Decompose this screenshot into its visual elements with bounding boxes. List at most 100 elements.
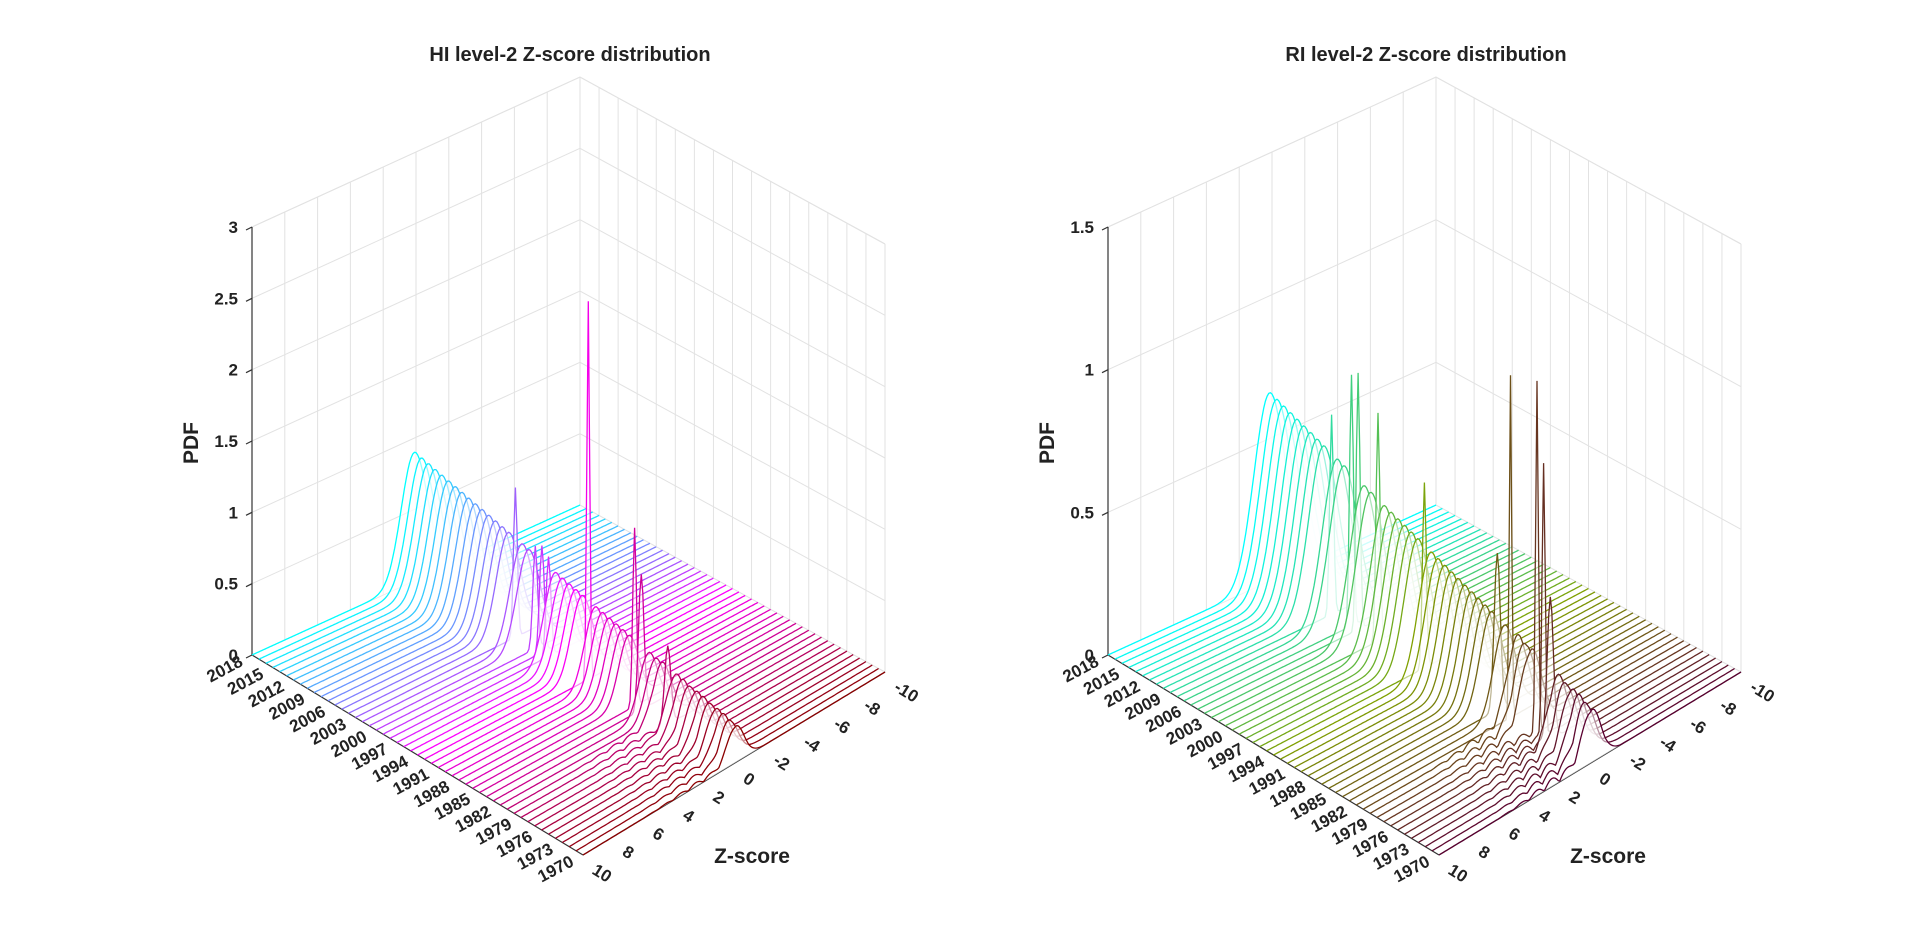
x-tick-label: 8 xyxy=(1475,842,1493,863)
series-line xyxy=(1355,375,1666,806)
z-tick xyxy=(1101,511,1109,516)
series-fill xyxy=(1383,380,1691,822)
series-line xyxy=(327,514,651,702)
series-line xyxy=(1314,591,1627,781)
series-line xyxy=(1252,531,1570,744)
series-line xyxy=(279,474,606,673)
x-tick-label: 6 xyxy=(649,824,667,845)
x-tick-label: 10 xyxy=(589,860,615,886)
series-line xyxy=(1321,597,1634,785)
series-line xyxy=(251,451,581,656)
series-line xyxy=(348,531,670,714)
z-tick xyxy=(245,369,253,374)
z-tick xyxy=(245,440,253,445)
series-line xyxy=(272,468,600,669)
series-line xyxy=(396,571,714,744)
series-line xyxy=(1238,518,1557,735)
x-tick-label: 0 xyxy=(740,769,758,790)
series-line xyxy=(382,545,701,735)
series-line xyxy=(1204,485,1526,714)
series-line xyxy=(424,591,740,760)
series-line xyxy=(548,654,854,835)
series-line xyxy=(362,543,682,723)
z-tick-label: 0 xyxy=(1085,646,1094,665)
z-axis-label-hi: PDF xyxy=(180,422,203,464)
box-top-edge xyxy=(1107,76,1742,245)
series-line xyxy=(1211,491,1532,719)
series-line xyxy=(472,615,784,789)
series-fill xyxy=(1425,665,1729,847)
series-line xyxy=(1218,412,1538,723)
hi-zscore-panel: HI level-2 Z-score distribution Z-score … xyxy=(180,44,922,886)
series-line xyxy=(1335,610,1647,794)
series-line xyxy=(451,605,765,777)
z-tick xyxy=(245,297,253,302)
series-fill xyxy=(479,527,790,793)
x-tick-label: -10 xyxy=(891,677,922,706)
series-line xyxy=(486,574,797,798)
series-line xyxy=(1369,636,1678,814)
series-fill xyxy=(1356,375,1665,805)
series-line xyxy=(1342,552,1653,798)
series-line xyxy=(479,527,791,794)
z-tick xyxy=(245,583,253,588)
series-line xyxy=(568,664,873,848)
box-top-edge xyxy=(251,76,886,245)
series-line xyxy=(265,463,593,664)
series-line xyxy=(389,556,708,739)
x-tick-label: 6 xyxy=(1505,824,1523,845)
chart-title-ri: RI level-2 Z-score distribution xyxy=(1285,44,1566,66)
series-line xyxy=(1431,667,1735,852)
series-line xyxy=(306,497,632,689)
series-line xyxy=(1259,537,1577,748)
x-tick-label: 2 xyxy=(710,787,728,808)
series-line xyxy=(1397,596,1704,831)
series-line xyxy=(410,583,727,752)
x-tick-label: 4 xyxy=(679,805,698,826)
series-line xyxy=(1328,604,1640,789)
series-line xyxy=(341,525,663,710)
series-line xyxy=(437,598,752,769)
series-line xyxy=(1404,654,1710,835)
series-line xyxy=(1349,624,1659,802)
series-line xyxy=(1224,504,1545,727)
x-tick-label: -10 xyxy=(1747,677,1778,706)
series-fill xyxy=(1376,640,1684,818)
z-tick-label: 0.5 xyxy=(214,575,238,594)
series-line xyxy=(575,667,879,852)
series-line xyxy=(513,636,822,814)
x-tick-label: -8 xyxy=(1717,696,1740,720)
x-tick-label: 8 xyxy=(619,842,637,863)
series-line xyxy=(355,487,676,719)
series-line xyxy=(1411,657,1716,839)
x-tick-label: -4 xyxy=(800,732,823,756)
series-line xyxy=(1190,374,1513,706)
series-line xyxy=(258,457,587,660)
series-line xyxy=(313,503,638,694)
z-tick-label: 1 xyxy=(1085,361,1094,380)
x-tick-label: 2 xyxy=(1566,787,1584,808)
series-line xyxy=(1197,372,1519,710)
ri-zscore-panel: RI level-2 Z-score distribution Z-score … xyxy=(1036,44,1778,886)
series-line xyxy=(1293,571,1608,769)
x-tick-label: -8 xyxy=(861,696,884,720)
series-line xyxy=(499,629,810,806)
series-line xyxy=(1376,640,1685,819)
series-fill xyxy=(1390,463,1697,826)
x-axis-label-ri: Z-score xyxy=(1570,845,1646,868)
z-tick-label: 1.5 xyxy=(214,432,238,451)
series-line xyxy=(582,671,886,856)
x-tick-label: -2 xyxy=(770,750,793,774)
z-tick xyxy=(245,226,253,231)
series-line xyxy=(561,661,867,844)
series-line xyxy=(417,587,733,756)
z-tick xyxy=(1101,654,1109,659)
z-tick-label: 1 xyxy=(229,503,238,522)
x-tick-label: 0 xyxy=(1596,769,1614,790)
z-tick xyxy=(245,654,253,659)
z-tick xyxy=(1101,369,1109,374)
series-line xyxy=(431,301,746,764)
z-axis-label-ri: PDF xyxy=(1036,422,1059,464)
z-tick-label: 3 xyxy=(229,218,238,237)
